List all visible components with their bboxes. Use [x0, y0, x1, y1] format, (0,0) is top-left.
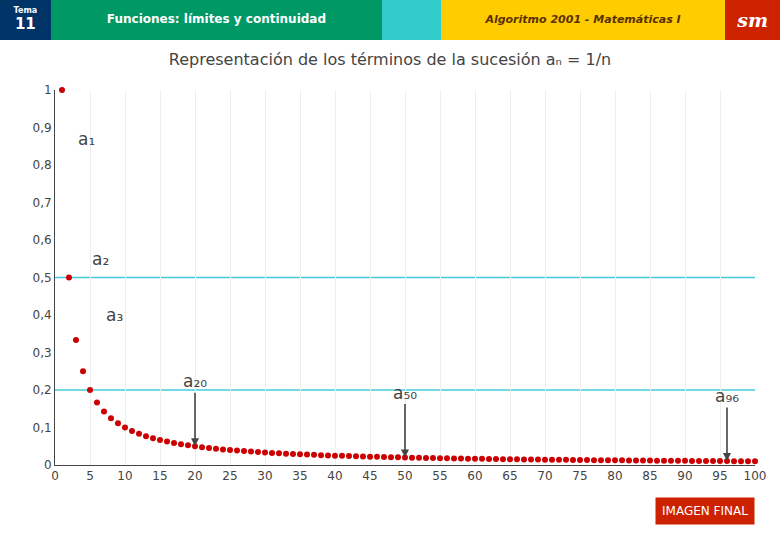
- svg-text:0,2: 0,2: [33, 383, 52, 397]
- svg-text:0,1: 0,1: [33, 421, 52, 435]
- svg-text:a₃: a₃: [106, 305, 123, 325]
- svg-text:0,8: 0,8: [33, 158, 52, 172]
- html-text:11: 11: [14, 15, 36, 34]
- svg-text:95: 95: [712, 469, 727, 483]
- svg-text:0,3: 0,3: [33, 346, 52, 360]
- svg-text:35: 35: [292, 469, 307, 483]
- svg-text:0: 0: [51, 469, 59, 483]
- html-text:Tema: Tema: [13, 6, 38, 16]
- svg-text:100: 100: [744, 469, 767, 483]
- svg-text:50: 50: [397, 469, 412, 483]
- svg-text:0,9: 0,9: [33, 121, 52, 135]
- svg-text:Representación de los términos: Representación de los términos de la suc…: [169, 50, 611, 69]
- svg-text:85: 85: [642, 469, 657, 483]
- svg-text:55: 55: [432, 469, 447, 483]
- svg-text:a₂: a₂: [92, 249, 109, 269]
- svg-text:20: 20: [187, 469, 202, 483]
- svg-text:0,5: 0,5: [33, 271, 52, 285]
- svg-text:45: 45: [362, 469, 377, 483]
- svg-text:a₉₆: a₉₆: [715, 386, 739, 406]
- svg-text:40: 40: [327, 469, 342, 483]
- svg-text:a₅₀: a₅₀: [393, 383, 417, 403]
- svg-text:25: 25: [222, 469, 237, 483]
- svg-text:a₁: a₁: [78, 129, 95, 149]
- svg-text:90: 90: [677, 469, 692, 483]
- html-text:sm: sm: [737, 8, 769, 31]
- svg-text:15: 15: [152, 469, 167, 483]
- svg-text:0,4: 0,4: [33, 308, 52, 322]
- svg-text:1: 1: [44, 83, 52, 97]
- html-text:Funciones: límites y continuid: Funciones: límites y continuidad: [106, 12, 327, 27]
- svg-text:75: 75: [572, 469, 587, 483]
- svg-text:5: 5: [86, 469, 94, 483]
- html-text:Algoritmo 2001 - Matemáticas I: Algoritmo 2001 - Matemáticas I: [485, 13, 681, 26]
- svg-text:70: 70: [537, 469, 552, 483]
- svg-text:65: 65: [502, 469, 517, 483]
- svg-text:0,7: 0,7: [33, 196, 52, 210]
- svg-text:60: 60: [467, 469, 482, 483]
- svg-text:80: 80: [607, 469, 622, 483]
- svg-text:0: 0: [44, 458, 52, 472]
- svg-text:30: 30: [257, 469, 272, 483]
- svg-text:10: 10: [117, 469, 132, 483]
- svg-text:0,6: 0,6: [33, 233, 52, 247]
- svg-text:IMAGEN FINAL: IMAGEN FINAL: [662, 504, 748, 518]
- svg-text:a₂₀: a₂₀: [183, 371, 207, 391]
